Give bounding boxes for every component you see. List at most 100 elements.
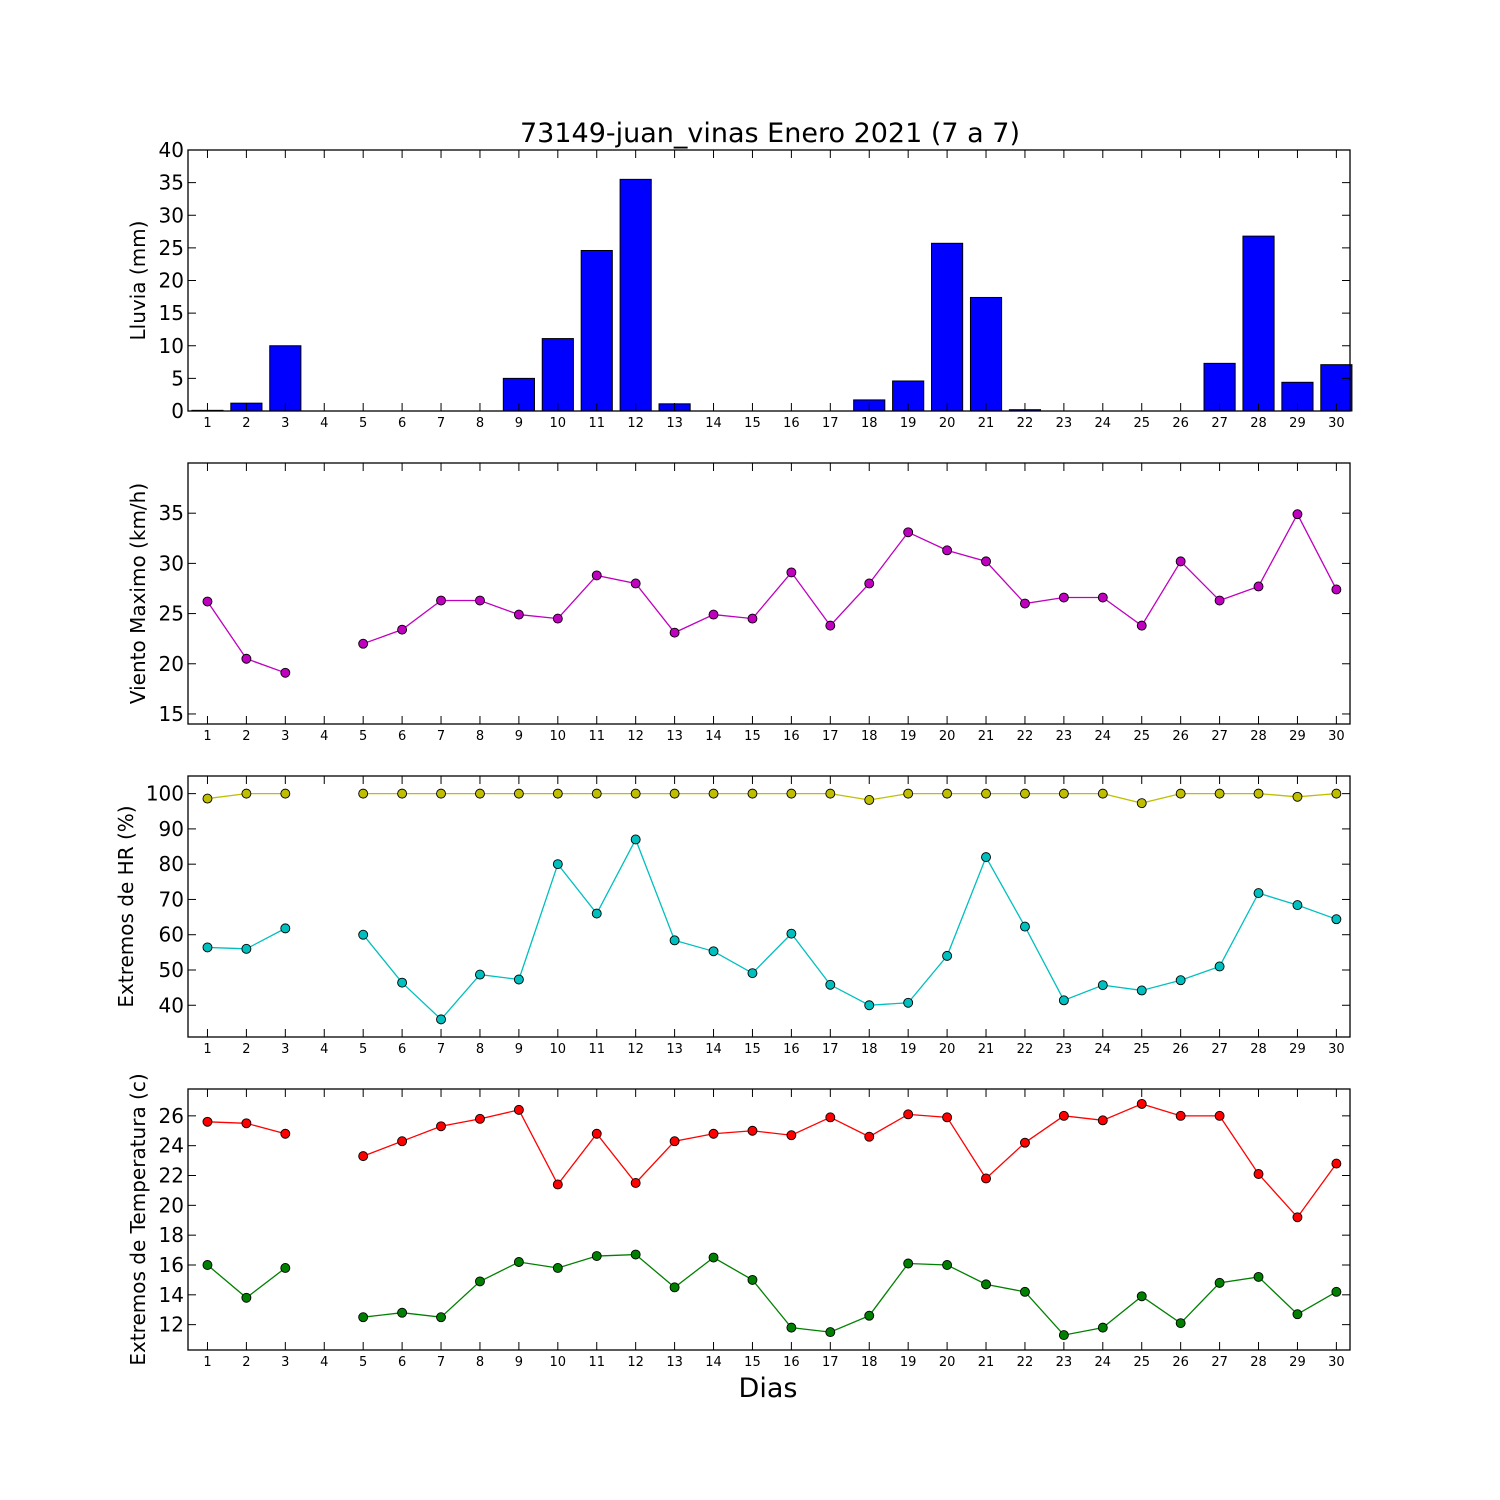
xtick-label: 10 [550, 729, 567, 744]
viento-series-0-point-day-10 [552, 613, 563, 624]
hr-series-1-point-day-7 [436, 1014, 446, 1025]
xtick-label: 16 [783, 416, 800, 431]
xtick-label: 13 [666, 729, 683, 744]
temp-series-1-point-day-18 [864, 1310, 875, 1321]
viento-series-0-point-day-20 [942, 545, 953, 556]
ytick-label: 80 [159, 852, 184, 876]
xtick-label: 28 [1250, 729, 1267, 744]
xtick-label: 28 [1250, 416, 1267, 431]
xtick-label: 20 [939, 416, 956, 431]
xtick-label: 19 [900, 416, 917, 431]
hr-series-0-point-day-30 [1331, 788, 1342, 799]
xtick-label: 13 [666, 416, 683, 431]
viento-series-0-point-day-16 [786, 567, 797, 578]
hr-series-1-point-day-28 [1253, 888, 1264, 899]
viento-series-0-line [362, 512, 1337, 645]
viento-series-0-point-day-14 [708, 609, 719, 620]
xtick-label: 1 [203, 729, 211, 744]
hr-series-1-point-day-12 [630, 834, 641, 845]
temp-series-1-point-day-19 [903, 1258, 914, 1269]
xtick-label: 16 [783, 1355, 800, 1370]
xtick-label: 3 [281, 1042, 289, 1057]
hr-series-1-point-day-6 [397, 977, 408, 988]
hr-series-0-point-day-17 [825, 788, 836, 799]
viento-series-0-point-day-22 [1020, 598, 1030, 609]
temp-series-1-point-day-27 [1214, 1277, 1225, 1288]
xtick-label: 12 [627, 416, 644, 431]
temp-series-0-point-day-21 [981, 1173, 991, 1184]
hr-series-0-point-day-3 [280, 788, 291, 799]
hr-series-1-point-day-21 [981, 852, 991, 863]
hr-series-1-point-day-29 [1292, 900, 1303, 911]
xtick-label: 13 [666, 1042, 683, 1057]
xtick-label: 15 [744, 729, 761, 744]
xtick-label: 27 [1211, 1042, 1228, 1057]
bar-day-3 [269, 345, 302, 412]
hr-series-0-point-day-21 [981, 788, 991, 799]
xtick-label: 27 [1211, 1355, 1228, 1370]
xtick-label: 29 [1289, 729, 1306, 744]
xtick-label: 20 [939, 1355, 956, 1370]
panel-hr-frame [187, 775, 1351, 1038]
xtick-label: 30 [1328, 1355, 1345, 1370]
viento-series-0-point-day-15 [747, 613, 758, 624]
temp-series-0-point-day-5 [358, 1151, 369, 1162]
hr-series-0-point-day-29 [1292, 791, 1303, 802]
viento-series-0-point-day-19 [903, 527, 914, 538]
xtick-label: 11 [588, 729, 605, 744]
ytick-label: 10 [159, 334, 184, 358]
temp-series-1-point-day-17 [825, 1327, 836, 1338]
ytick-label: 16 [159, 1253, 184, 1277]
xtick-label: 29 [1289, 1042, 1306, 1057]
xtick-label: 5 [359, 416, 367, 431]
temp-series-1-point-day-5 [358, 1312, 369, 1323]
hr-series-0-point-day-2 [241, 788, 252, 799]
xtick-label: 30 [1328, 416, 1345, 431]
viento-series-0-point-day-8 [475, 595, 485, 606]
ytick-label: 40 [159, 138, 184, 162]
xtick-label: 18 [861, 416, 878, 431]
viento-series-0-point-day-24 [1097, 592, 1108, 603]
ytick-label: 20 [159, 269, 184, 293]
temp-series-0-point-day-20 [942, 1112, 953, 1123]
xtick-label: 23 [1056, 729, 1073, 744]
temp-series-0-point-day-2 [241, 1118, 252, 1129]
xtick-label: 2 [242, 416, 250, 431]
hr-series-1-point-day-19 [903, 997, 914, 1008]
xtick-label: 11 [588, 1355, 605, 1370]
viento-series-0-point-day-28 [1253, 581, 1264, 592]
temp-series-1-point-day-8 [475, 1276, 485, 1287]
xtick-label: 21 [978, 416, 995, 431]
xtick-label: 9 [515, 416, 523, 431]
xtick-label: 24 [1095, 416, 1112, 431]
hr-series-1-point-day-10 [552, 859, 563, 870]
temp-series-0-point-day-6 [397, 1136, 408, 1147]
panel-hr-ylabel: Extremos de HR (%) [114, 805, 138, 1007]
chart-title: 73149-juan_vinas Enero 2021 (7 a 7) [520, 118, 1020, 149]
temp-series-1-point-day-30 [1331, 1286, 1342, 1297]
xtick-label: 19 [900, 729, 917, 744]
xtick-label: 7 [437, 1042, 445, 1057]
xtick-label: 22 [1017, 416, 1034, 431]
hr-series-1-point-day-13 [669, 935, 680, 946]
viento-series-0-point-day-17 [825, 620, 836, 631]
temp-series-0-point-day-8 [475, 1113, 485, 1124]
hr-series-0-point-day-11 [591, 788, 602, 799]
hr-series-0-point-day-22 [1020, 788, 1030, 799]
hr-series-1-point-day-23 [1058, 995, 1069, 1006]
temp-series-0-point-day-19 [903, 1109, 914, 1120]
ytick-label: 40 [159, 993, 184, 1017]
hr-series-0-point-day-9 [513, 788, 524, 799]
xtick-label: 17 [822, 416, 839, 431]
temp-series-1-point-day-9 [513, 1257, 524, 1267]
temp-series-0-point-day-13 [669, 1136, 680, 1147]
hr-series-0-line [363, 792, 1337, 804]
temp-series-0-point-day-14 [708, 1128, 719, 1139]
xtick-label: 6 [398, 1355, 406, 1370]
xtick-label: 19 [900, 1042, 917, 1057]
viento-series-0-point-day-5 [358, 638, 369, 649]
xtick-label: 11 [588, 416, 605, 431]
viento-series-0-point-day-23 [1058, 592, 1069, 603]
